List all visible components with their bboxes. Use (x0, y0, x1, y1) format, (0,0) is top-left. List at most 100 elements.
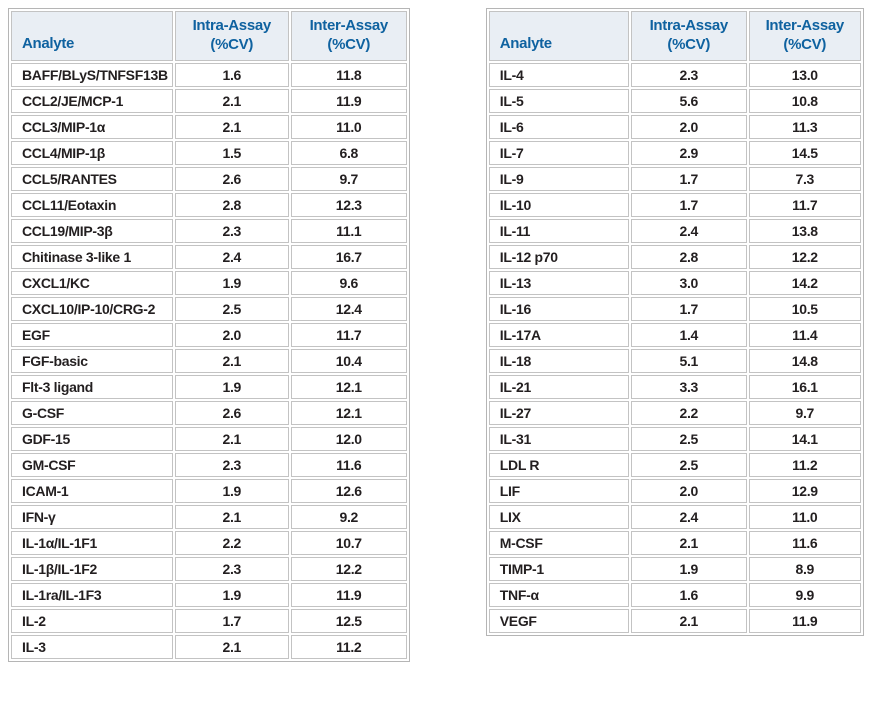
intra-assay-value: 2.2 (630, 401, 747, 425)
inter-assay-value: 7.3 (748, 167, 861, 191)
table-row: IL-18 5.1 14.8 (488, 349, 861, 373)
inter-assay-value: 11.7 (290, 323, 407, 347)
analyte-cell: IL-5 (488, 89, 629, 113)
intra-assay-label: Intra-Assay (192, 17, 272, 35)
table-row: VEGF 2.1 11.9 (488, 609, 861, 633)
inter-assay-value: 12.0 (290, 427, 407, 451)
table-row: CCL19/MIP-3β 2.3 11.1 (11, 219, 407, 243)
analyte-cell: GDF-15 (11, 427, 173, 451)
cv-unit-label: (%CV) (667, 36, 711, 53)
table-row: IL-13 3.0 14.2 (488, 271, 861, 295)
table-row: IFN-γ 2.1 9.2 (11, 505, 407, 529)
intra-assay-value: 1.9 (630, 557, 747, 581)
intra-assay-value: 2.4 (174, 245, 289, 269)
table-row: GM-CSF 2.3 11.6 (11, 453, 407, 477)
analyte-cell: IL-7 (488, 141, 629, 165)
intra-assay-value: 1.7 (630, 297, 747, 321)
page: Analyte Intra-Assay (%CV) Inter-Assay (%… (8, 8, 864, 662)
inter-assay-value: 14.1 (748, 427, 861, 451)
table-row: IL-5 5.6 10.8 (488, 89, 861, 113)
intra-assay-value: 2.0 (174, 323, 289, 347)
table-row: TIMP-1 1.9 8.9 (488, 557, 861, 581)
inter-assay-value: 12.2 (290, 557, 407, 581)
analyte-cell: IL-10 (488, 193, 629, 217)
inter-assay-value: 14.5 (748, 141, 861, 165)
inter-assay-value: 11.6 (290, 453, 407, 477)
analyte-cell: VEGF (488, 609, 629, 633)
inter-assay-value: 10.7 (290, 531, 407, 555)
inter-assay-value: 12.2 (748, 245, 861, 269)
intra-assay-value: 1.7 (630, 193, 747, 217)
intra-assay-value: 1.7 (174, 609, 289, 633)
inter-assay-value: 13.8 (748, 219, 861, 243)
intra-assay-value: 1.5 (174, 141, 289, 165)
inter-assay-value: 10.5 (748, 297, 861, 321)
analyte-cell: CXCL10/IP-10/CRG-2 (11, 297, 173, 321)
table-row: CCL3/MIP-1α 2.1 11.0 (11, 115, 407, 139)
analyte-cell: CCL5/RANTES (11, 167, 173, 191)
analyte-cell: IL-2 (11, 609, 173, 633)
analyte-cell: G-CSF (11, 401, 173, 425)
table-row: LIF 2.0 12.9 (488, 479, 861, 503)
table-row: EGF 2.0 11.7 (11, 323, 407, 347)
intra-assay-value: 3.0 (630, 271, 747, 295)
table-row: CXCL10/IP-10/CRG-2 2.5 12.4 (11, 297, 407, 321)
inter-assay-value: 12.3 (290, 193, 407, 217)
table-row: IL-3 2.1 11.2 (11, 635, 407, 659)
intra-assay-value: 5.6 (630, 89, 747, 113)
table-row: IL-2 1.7 12.5 (11, 609, 407, 633)
intra-assay-value: 2.5 (174, 297, 289, 321)
column-header-analyte: Analyte (11, 11, 173, 61)
inter-assay-value: 11.0 (748, 505, 861, 529)
table-row: IL-31 2.5 14.1 (488, 427, 861, 451)
column-header-analyte: Analyte (488, 11, 629, 61)
table-row: IL-16 1.7 10.5 (488, 297, 861, 321)
table-row: CCL11/Eotaxin 2.8 12.3 (11, 193, 407, 217)
table-row: Flt-3 ligand 1.9 12.1 (11, 375, 407, 399)
table-row: CCL2/JE/MCP-1 2.1 11.9 (11, 89, 407, 113)
inter-assay-value: 11.2 (290, 635, 407, 659)
intra-assay-value: 2.3 (174, 219, 289, 243)
table-row: BAFF/BLyS/TNFSF13B 1.6 11.8 (11, 63, 407, 87)
analyte-cell: IL-1ra/IL-1F3 (11, 583, 173, 607)
table-row: IL-11 2.4 13.8 (488, 219, 861, 243)
inter-assay-value: 11.2 (748, 453, 861, 477)
inter-assay-value: 12.1 (290, 401, 407, 425)
intra-assay-value: 3.3 (630, 375, 747, 399)
inter-assay-label: Inter-Assay (309, 17, 389, 35)
table-row: IL-4 2.3 13.0 (488, 63, 861, 87)
inter-assay-value: 11.1 (290, 219, 407, 243)
precision-table-right: Analyte Intra-Assay (%CV) Inter-Assay (%… (485, 8, 864, 636)
column-header-intra-assay: Intra-Assay (%CV) (630, 11, 747, 61)
intra-assay-value: 2.3 (174, 557, 289, 581)
intra-assay-value: 2.6 (174, 167, 289, 191)
analyte-cell: TNF-α (488, 583, 629, 607)
precision-table-left: Analyte Intra-Assay (%CV) Inter-Assay (%… (8, 8, 410, 662)
inter-assay-value: 9.7 (748, 401, 861, 425)
analyte-cell: IL-21 (488, 375, 629, 399)
table-row: IL-1β/IL-1F2 2.3 12.2 (11, 557, 407, 581)
inter-assay-value: 12.6 (290, 479, 407, 503)
table-row: IL-6 2.0 11.3 (488, 115, 861, 139)
table-row: IL-1α/IL-1F1 2.2 10.7 (11, 531, 407, 555)
table-row: CXCL1/KC 1.9 9.6 (11, 271, 407, 295)
cv-unit-label: (%CV) (783, 36, 827, 53)
table-row: IL-21 3.3 16.1 (488, 375, 861, 399)
table-row: IL-17A 1.4 11.4 (488, 323, 861, 347)
analyte-cell: LIX (488, 505, 629, 529)
intra-assay-value: 2.1 (174, 427, 289, 451)
intra-assay-value: 1.4 (630, 323, 747, 347)
table-row: IL-27 2.2 9.7 (488, 401, 861, 425)
intra-assay-value: 2.1 (174, 635, 289, 659)
inter-assay-value: 10.4 (290, 349, 407, 373)
intra-assay-value: 1.6 (174, 63, 289, 87)
analyte-cell: IL-6 (488, 115, 629, 139)
inter-assay-value: 10.8 (748, 89, 861, 113)
table-row: G-CSF 2.6 12.1 (11, 401, 407, 425)
table-row: IL-1ra/IL-1F3 1.9 11.9 (11, 583, 407, 607)
analyte-cell: LDL R (488, 453, 629, 477)
inter-assay-value: 11.9 (748, 609, 861, 633)
analyte-cell: M-CSF (488, 531, 629, 555)
analyte-cell: IL-18 (488, 349, 629, 373)
cv-unit-label: (%CV) (210, 36, 254, 53)
